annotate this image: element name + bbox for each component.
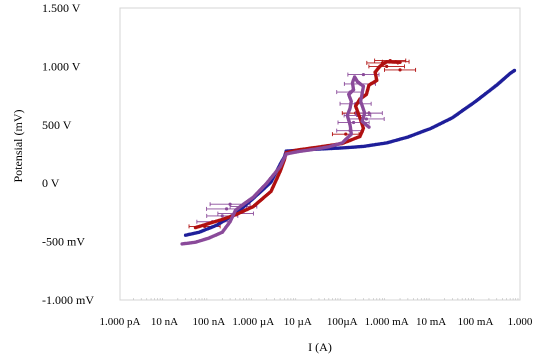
error-bar [368, 64, 405, 69]
error-bar [337, 120, 370, 125]
x-tick-label: 10 µA [284, 316, 312, 328]
x-tick-label: 1.000 [508, 316, 533, 328]
y-tick-label: 0 V [42, 176, 60, 190]
y-axis-title: Potensial (mV) [11, 110, 25, 183]
x-tick-label: 100 mA [458, 316, 494, 328]
x-tick-label: 100 nA [193, 316, 226, 328]
x-tick-label: 1.000 pA [100, 316, 141, 328]
error-bar [348, 116, 385, 121]
error-bar [355, 111, 383, 116]
y-tick-label: 500 V [42, 118, 72, 132]
error-bar [331, 132, 360, 137]
data-point [367, 125, 371, 129]
x-tick-labels: 1.000 pA 10 nA 100 nA 1.000 µA 10 µA 100µA 1.0… [100, 298, 533, 328]
x-tick-label: 100µA [327, 316, 358, 328]
error-bar [384, 67, 417, 72]
data-point [512, 68, 517, 73]
x-tick-label: 1.000 mA [365, 316, 409, 328]
x-tick-label: 1.000 µA [232, 316, 274, 328]
y-tick-label: -1.000 mV [42, 293, 94, 307]
series-3 [180, 75, 371, 246]
y-tick-label: 1.000 V [42, 59, 81, 73]
series-2 [193, 60, 402, 230]
plot-area [119, 7, 521, 301]
x-axis-title: I (A) [308, 340, 332, 354]
y-tick-label: -500 mV [42, 235, 85, 249]
x-tick-label: 10 mA [416, 316, 446, 328]
y-tick-label: 1.500 V [42, 1, 81, 15]
series-group [180, 60, 517, 246]
error-bar [347, 72, 380, 77]
x-tick-label: 10 nA [151, 316, 178, 328]
data-point [398, 60, 402, 65]
y-tick-labels: 1.500 V 1.000 V 500 V 0 V -500 mV -1.000 mV [42, 1, 94, 307]
